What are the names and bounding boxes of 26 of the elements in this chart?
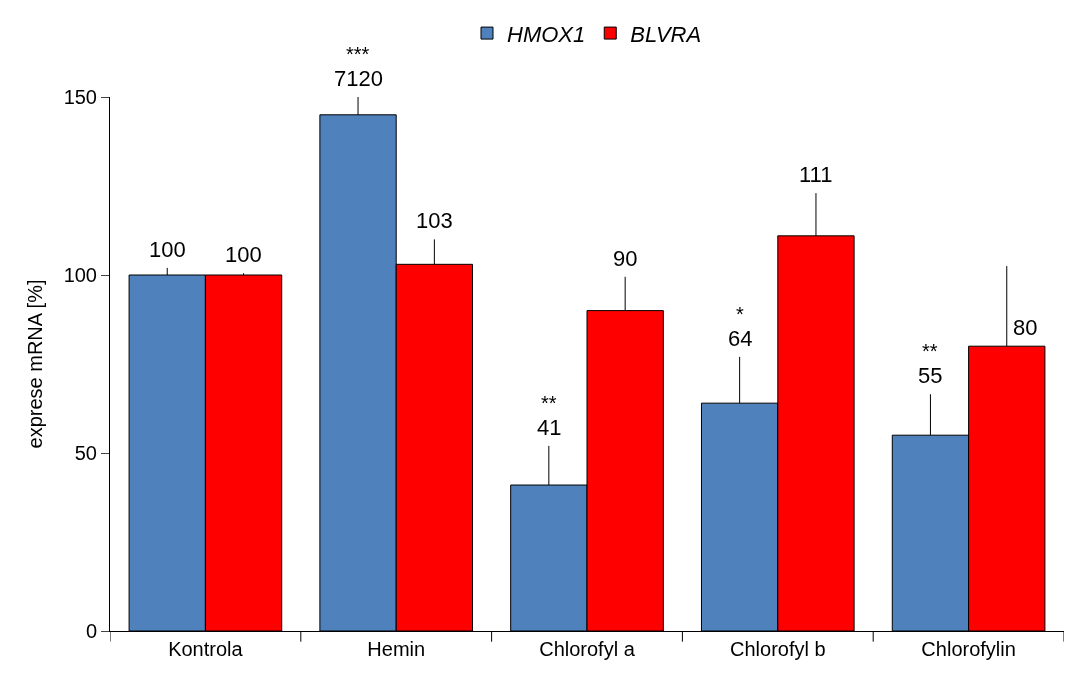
- annotation: **: [541, 392, 557, 414]
- data-label: 103: [416, 208, 453, 233]
- y-tick-label: 50: [74, 442, 97, 464]
- y-tick-label: 150: [63, 86, 97, 108]
- annotation: *: [736, 303, 744, 325]
- data-label: 64: [728, 326, 753, 351]
- data-label: 111: [799, 162, 833, 187]
- x-tick-label: Chlorofylin: [921, 638, 1016, 660]
- y-tick-label: 100: [63, 264, 97, 286]
- x-tick-label: Hemin: [367, 638, 426, 660]
- x-tick-label: Kontrola: [168, 638, 244, 660]
- data-label: 90: [613, 246, 638, 271]
- data-label: 55: [918, 363, 943, 388]
- y-tick-label: 0: [85, 620, 97, 642]
- data-label: 41: [537, 415, 562, 440]
- annotation: 7120: [334, 66, 383, 91]
- legend-label: BLVRA: [630, 21, 702, 47]
- legend-label: HMOX1: [507, 21, 586, 47]
- data-label: 100: [225, 242, 262, 267]
- data-label: 80: [1013, 315, 1038, 340]
- data-label: 100: [149, 237, 186, 262]
- x-tick-label: Chlorofyl b: [730, 638, 826, 660]
- y-axis-title: exprese mRNA [%]: [24, 279, 47, 449]
- annotation: ***: [346, 43, 370, 65]
- annotation: **: [922, 340, 938, 362]
- x-tick-label: Chlorofyl a: [539, 638, 636, 660]
